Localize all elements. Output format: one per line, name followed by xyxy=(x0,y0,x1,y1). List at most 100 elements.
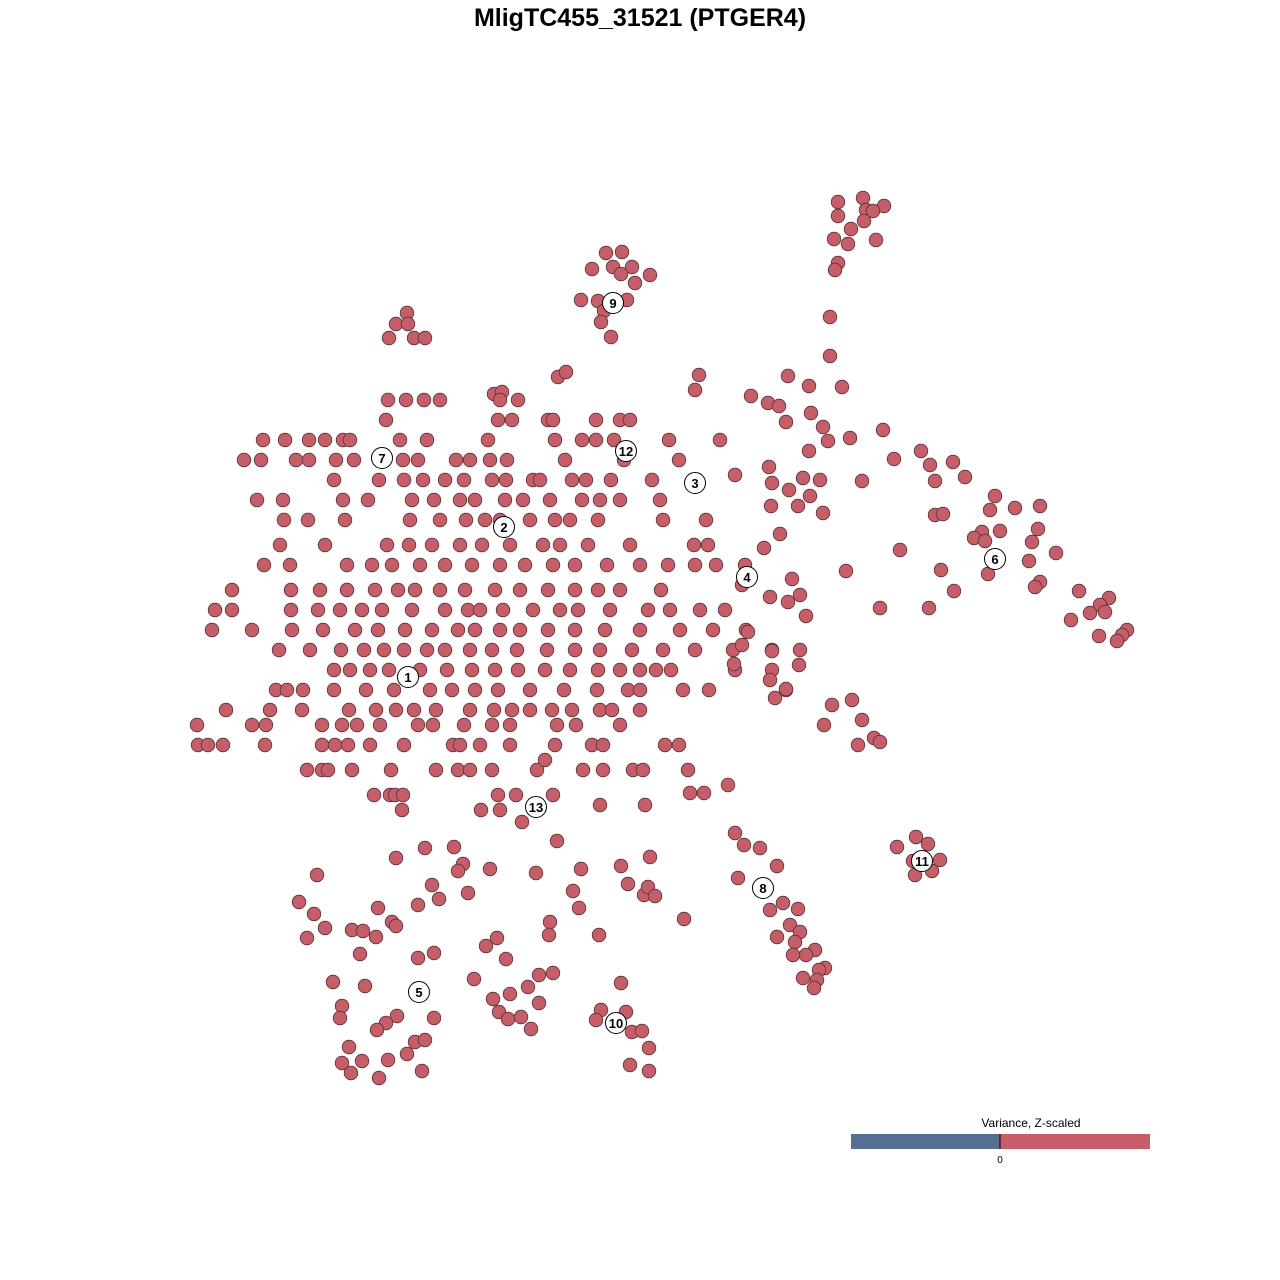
data-point xyxy=(417,1032,433,1048)
data-point xyxy=(632,557,648,573)
data-point xyxy=(539,642,555,658)
data-point xyxy=(314,737,330,753)
data-point xyxy=(401,537,417,553)
data-point xyxy=(504,412,520,428)
data-point xyxy=(913,443,929,459)
data-point xyxy=(437,642,453,658)
data-point xyxy=(343,1065,359,1081)
data-point xyxy=(544,702,560,718)
data-point xyxy=(1030,521,1046,537)
data-point xyxy=(701,682,717,698)
data-point xyxy=(792,587,808,603)
data-point xyxy=(592,702,608,718)
data-point xyxy=(462,702,478,718)
data-point xyxy=(564,472,580,488)
data-point xyxy=(467,492,483,508)
cluster-label-text: 6 xyxy=(991,552,998,567)
data-point xyxy=(838,563,854,579)
data-point xyxy=(502,537,518,553)
data-point xyxy=(339,557,355,573)
data-point xyxy=(500,1011,516,1027)
data-point xyxy=(258,717,274,733)
data-point xyxy=(484,762,500,778)
data-point xyxy=(653,582,669,598)
data-point xyxy=(428,702,444,718)
data-point xyxy=(769,929,785,945)
data-point xyxy=(410,950,426,966)
data-point xyxy=(787,934,803,950)
data-point xyxy=(584,261,600,277)
cluster-label-text: 2 xyxy=(500,520,507,535)
data-point xyxy=(637,797,653,813)
data-point xyxy=(301,452,317,468)
data-point xyxy=(332,1010,348,1026)
cluster-label-badge xyxy=(525,796,547,818)
points-layer xyxy=(189,190,1135,1086)
cluster-label-text: 3 xyxy=(691,476,698,491)
data-point xyxy=(510,662,526,678)
data-point xyxy=(872,734,888,750)
data-point xyxy=(404,492,420,508)
data-point xyxy=(545,965,561,981)
data-point xyxy=(620,682,636,698)
data-point xyxy=(271,642,287,658)
data-point xyxy=(487,582,503,598)
data-point xyxy=(552,537,568,553)
data-point xyxy=(730,870,746,886)
data-point xyxy=(571,900,587,916)
data-point xyxy=(364,557,380,573)
data-point xyxy=(301,432,317,448)
data-point xyxy=(492,557,508,573)
data-point xyxy=(537,752,553,768)
data-point xyxy=(512,582,528,598)
data-point xyxy=(545,557,561,573)
data-point xyxy=(291,894,307,910)
data-point xyxy=(822,348,838,364)
data-point xyxy=(603,329,619,345)
data-point xyxy=(462,642,478,658)
data-point xyxy=(824,697,840,713)
data-point xyxy=(565,883,581,899)
data-point xyxy=(410,897,426,913)
cluster-label-badge xyxy=(397,666,419,688)
data-point xyxy=(613,266,629,282)
data-point xyxy=(467,622,483,638)
data-point xyxy=(736,837,752,853)
data-point xyxy=(640,602,656,618)
data-point xyxy=(486,702,502,718)
data-point xyxy=(591,927,607,943)
cluster-label-badge xyxy=(408,981,430,1003)
data-point xyxy=(780,368,796,384)
data-point xyxy=(933,562,949,578)
data-point xyxy=(570,602,586,618)
data-point xyxy=(827,262,843,278)
data-point xyxy=(255,432,271,448)
data-point xyxy=(312,582,328,598)
data-point xyxy=(692,602,708,618)
data-point xyxy=(498,951,514,967)
data-point xyxy=(464,662,480,678)
data-point xyxy=(622,412,638,428)
data-point xyxy=(932,852,948,868)
data-point xyxy=(444,682,460,698)
data-point xyxy=(562,662,578,678)
data-point xyxy=(299,930,315,946)
data-point xyxy=(590,512,606,528)
data-point xyxy=(396,472,412,488)
data-point xyxy=(671,737,687,753)
data-point xyxy=(632,702,648,718)
data-point xyxy=(388,702,404,718)
data-point xyxy=(460,602,476,618)
data-point xyxy=(283,602,299,618)
data-point xyxy=(652,492,668,508)
data-point xyxy=(589,682,605,698)
data-point xyxy=(558,364,574,380)
data-point xyxy=(262,702,278,718)
data-point xyxy=(816,717,832,733)
data-point xyxy=(1109,633,1125,649)
data-point xyxy=(432,392,448,408)
data-point xyxy=(785,947,801,963)
data-point xyxy=(458,512,474,528)
data-point xyxy=(1007,500,1023,516)
data-point xyxy=(480,432,496,448)
